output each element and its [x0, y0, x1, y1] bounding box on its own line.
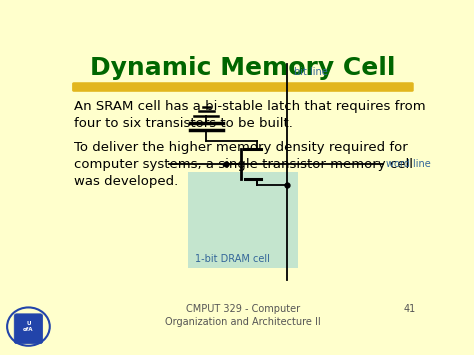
Text: To deliver the higher memory density required for
computer systems, a single tra: To deliver the higher memory density req… — [74, 141, 413, 188]
Text: word line: word line — [386, 159, 431, 169]
FancyBboxPatch shape — [14, 314, 43, 344]
FancyBboxPatch shape — [72, 82, 414, 92]
Bar — [188, 173, 298, 268]
Text: CMPUT 329 - Computer
Organization and Architecture II: CMPUT 329 - Computer Organization and Ar… — [165, 304, 321, 327]
Text: U
ofA: U ofA — [23, 321, 34, 332]
Text: An SRAM cell has a bi-stable latch that requires from
four to six transistors to: An SRAM cell has a bi-stable latch that … — [74, 100, 426, 130]
Text: Dynamic Memory Cell: Dynamic Memory Cell — [90, 56, 396, 80]
Text: 1-bit DRAM cell: 1-bit DRAM cell — [195, 254, 270, 264]
Text: bit line: bit line — [294, 67, 328, 77]
Text: 41: 41 — [403, 304, 416, 314]
